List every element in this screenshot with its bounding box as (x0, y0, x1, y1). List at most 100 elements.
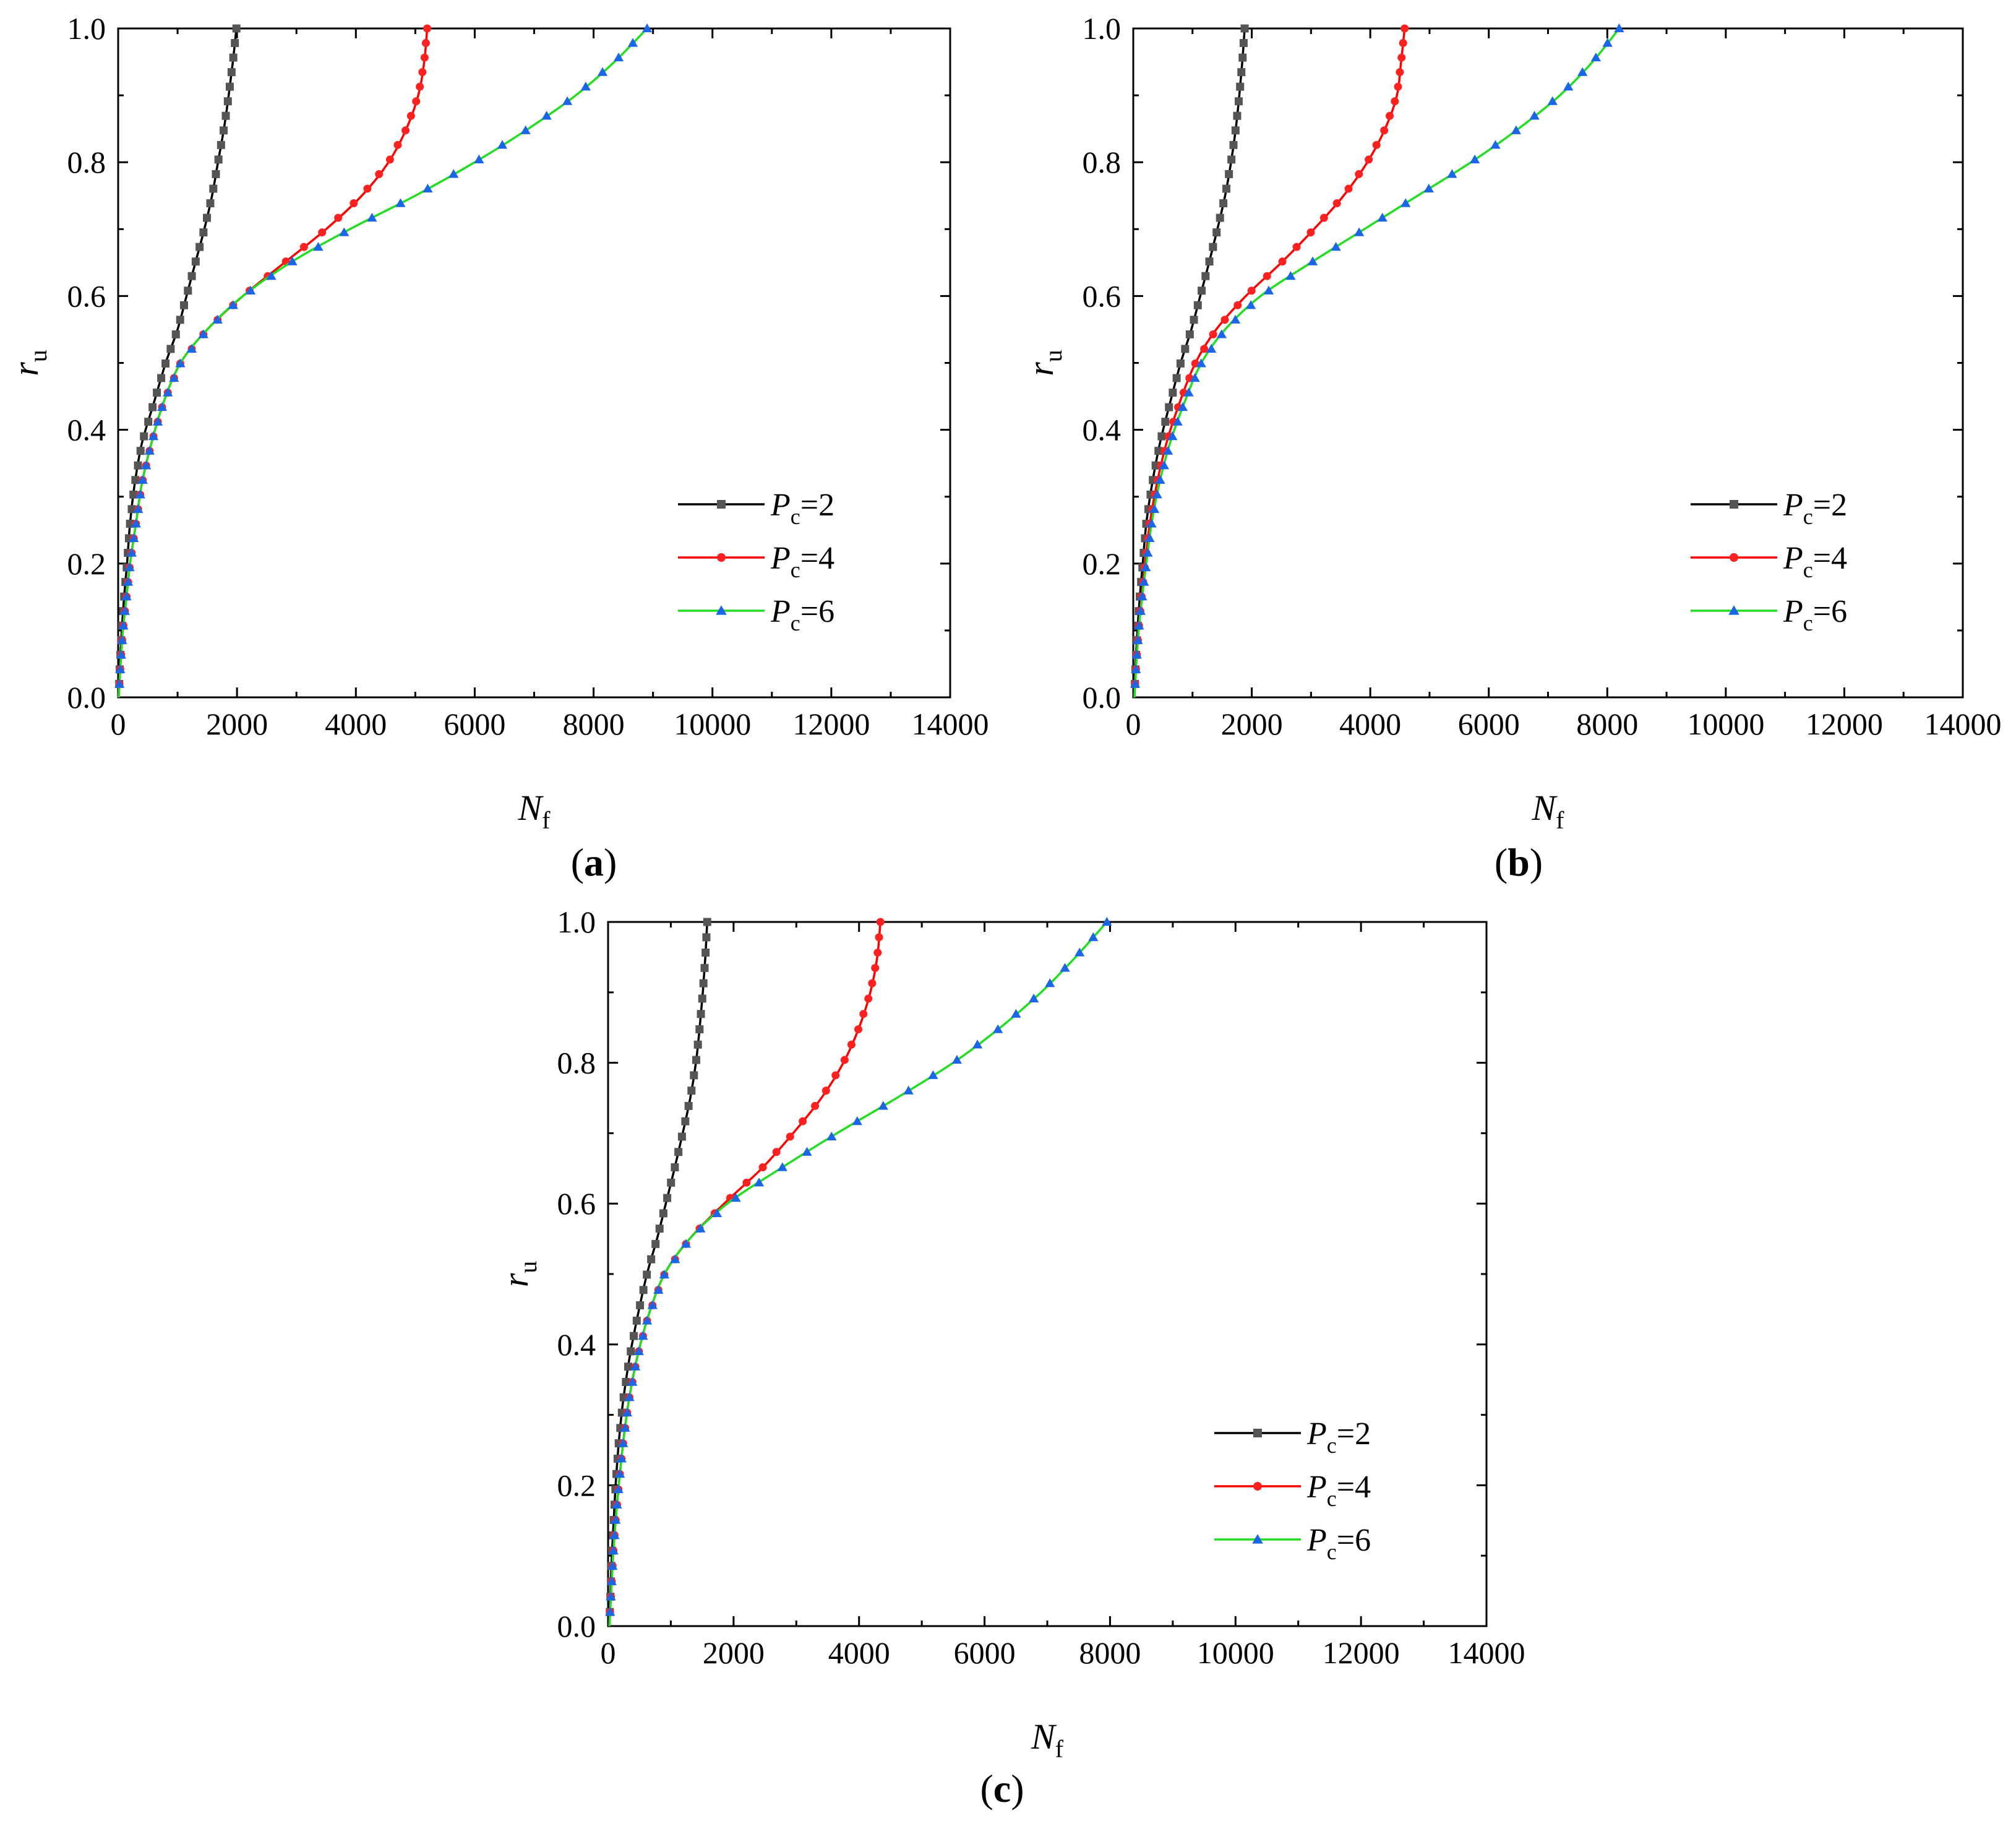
data-point (693, 1040, 702, 1049)
data-point (232, 24, 241, 33)
data-point (1216, 213, 1224, 222)
panel-label-close: ) (1530, 840, 1543, 884)
data-point (1209, 243, 1217, 251)
legend-item: Pc=4 (1691, 541, 1847, 582)
data-point (287, 256, 298, 265)
data-point (711, 1208, 723, 1217)
data-point (1196, 358, 1206, 368)
data-point (802, 1147, 812, 1156)
data-point (126, 548, 137, 557)
data-point (1234, 97, 1243, 106)
data-point (1377, 212, 1388, 222)
data-point (847, 1040, 856, 1049)
series-line (118, 28, 238, 698)
x-tick-label: 2000 (1221, 707, 1283, 741)
data-point (1590, 52, 1602, 62)
series-pc4 (1131, 24, 1409, 698)
data-point (1355, 170, 1363, 178)
data-point (687, 1087, 696, 1095)
data-point (630, 1361, 641, 1371)
data-point (1396, 68, 1404, 77)
x-tick-label: 14000 (912, 707, 989, 741)
legend-label-sub: c (1803, 558, 1813, 582)
data-point (1193, 301, 1202, 309)
data-point (1212, 228, 1221, 237)
data-point (864, 994, 873, 1003)
legend-label: Pc=4 (1783, 541, 1847, 582)
y-axis-label-main: r (1021, 362, 1061, 376)
legend-label-symbol: P (1306, 1523, 1327, 1558)
data-point (627, 38, 638, 47)
data-point (777, 1162, 787, 1171)
data-point (144, 418, 153, 426)
y-axis-label: ru (1021, 350, 1067, 376)
data-point (1397, 53, 1406, 62)
series-pc2 (606, 918, 711, 1627)
data-point (641, 23, 653, 33)
data-point (606, 1591, 616, 1601)
data-point (423, 24, 432, 33)
data-point (605, 1607, 616, 1616)
x-tick-label: 6000 (1458, 707, 1520, 741)
data-point (153, 389, 161, 397)
data-point (144, 446, 155, 455)
legend-label-value: =4 (800, 541, 834, 576)
data-point (1131, 664, 1141, 673)
x-tick-label: 8000 (563, 707, 625, 741)
data-point (175, 358, 186, 368)
data-point (1400, 24, 1409, 33)
data-point (786, 1132, 794, 1141)
data-point (695, 1025, 704, 1033)
data-point (1146, 519, 1157, 528)
data-point (684, 1101, 693, 1110)
data-point (1219, 199, 1228, 208)
series-line (608, 921, 709, 1627)
x-tick-label: 8000 (1576, 707, 1638, 741)
data-point (1162, 446, 1173, 455)
data-point (698, 994, 706, 1003)
data-point (225, 82, 234, 91)
data-point (157, 374, 166, 382)
data-point (212, 314, 223, 324)
data-point (1216, 329, 1227, 338)
legend-label-symbol: P (770, 594, 791, 629)
x-tick-label: 14000 (1924, 707, 2002, 741)
data-point (1285, 271, 1296, 280)
y-tick-label: 0.4 (67, 413, 106, 447)
data-point (115, 664, 126, 673)
data-point (334, 213, 343, 222)
legend-label: Pc=6 (1783, 594, 1847, 635)
data-point (671, 1163, 679, 1172)
data-point (119, 606, 131, 615)
data-point (448, 169, 459, 178)
series-pc6 (605, 916, 1112, 1627)
data-point (203, 213, 212, 222)
data-point (1227, 155, 1236, 164)
data-point (871, 963, 880, 972)
y-axis-label: ru (6, 350, 52, 376)
data-point (191, 257, 200, 266)
data-point (1385, 111, 1394, 120)
data-point (655, 1225, 664, 1233)
x-axis-label-main: N (517, 788, 544, 828)
legend-label-symbol: P (1306, 1416, 1327, 1452)
legend-label: Pc=2 (1306, 1416, 1371, 1458)
data-point (220, 126, 228, 135)
data-point (135, 489, 145, 499)
legend-label-symbol: P (1783, 541, 1803, 576)
data-point (148, 403, 157, 411)
data-point (136, 447, 145, 455)
y-tick-label: 1.0 (67, 11, 106, 46)
data-point (1149, 504, 1160, 513)
data-point (1135, 606, 1146, 615)
data-point (1529, 111, 1540, 120)
legend-marker (1253, 1482, 1262, 1491)
data-point (799, 1117, 807, 1126)
data-point (385, 155, 394, 164)
data-point (1331, 242, 1341, 251)
data-point (227, 68, 236, 77)
y-tick-label: 0.8 (67, 145, 106, 179)
y-tick-label: 0.6 (557, 1186, 596, 1221)
y-tick-label: 0.6 (1083, 278, 1122, 313)
data-point (266, 271, 277, 280)
